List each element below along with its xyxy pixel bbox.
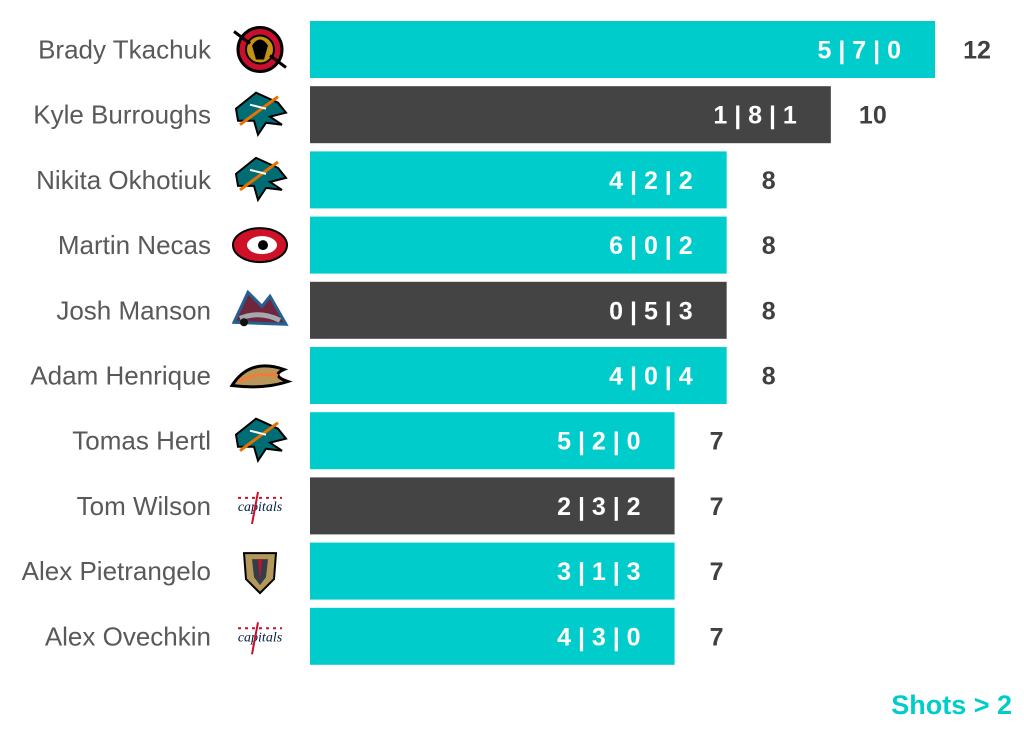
bar-breakdown-label: 5 | 2 | 0 — [557, 428, 640, 456]
bar-breakdown-label: 4 | 2 | 2 — [609, 167, 692, 195]
player-name-label: Kyle Burroughs — [33, 100, 211, 130]
player-name-label: Tomas Hertl — [72, 426, 211, 456]
bar-breakdown-label: 6 | 0 | 2 — [609, 232, 692, 260]
bar-total-label: 7 — [710, 428, 724, 456]
bar — [310, 151, 727, 209]
bar-total-label: 8 — [762, 167, 776, 195]
bar-row: Alex Pietrangelo 3 | 1 | 3 7 — [22, 542, 724, 600]
svg-text:capitals: capitals — [238, 500, 283, 515]
bar — [310, 86, 831, 144]
bar-total-label: 8 — [762, 363, 776, 391]
washington-capitals-logo-icon: capitals — [238, 491, 283, 525]
colorado-avalanche-logo-icon — [231, 289, 289, 327]
carolina-hurricanes-logo-icon — [232, 227, 288, 264]
bar-breakdown-label: 5 | 7 | 0 — [818, 37, 901, 65]
bar-breakdown-label: 4 | 0 | 4 — [609, 363, 693, 391]
player-name-label: Alex Ovechkin — [45, 621, 211, 651]
bar-total-label: 12 — [963, 37, 991, 65]
bar-row: Martin Necas 6 | 0 | 2 8 — [58, 216, 776, 274]
bar-total-label: 7 — [710, 558, 724, 586]
bar-row: Kyle Burroughs 1 | 8 | 1 10 — [33, 86, 887, 144]
bar-row: Tom Wilson capitals 2 | 3 | 2 7 — [77, 477, 724, 535]
bar — [310, 477, 675, 535]
san-jose-sharks-logo-icon — [234, 91, 288, 138]
bar-total-label: 8 — [762, 232, 776, 260]
bar-row: Tomas Hertl 5 | 2 | 0 7 — [72, 412, 724, 470]
san-jose-sharks-logo-icon — [234, 156, 288, 203]
bar-total-label: 7 — [710, 623, 724, 651]
player-name-label: Josh Manson — [56, 295, 211, 325]
bar — [310, 607, 675, 665]
player-name-label: Martin Necas — [58, 230, 211, 260]
bar-total-label: 7 — [710, 493, 724, 521]
bar-row: Alex Ovechkin capitals 4 | 3 | 0 7 — [45, 607, 724, 665]
anaheim-ducks-logo-icon — [229, 364, 293, 389]
bar-breakdown-label: 1 | 8 | 1 — [713, 102, 797, 130]
bars-layer: Brady Tkachuk 5 | 7 | 0 12 Kyle Burroughs 1 … — [22, 21, 991, 665]
bar-row: Nikita Okhotiuk 4 | 2 | 2 8 — [36, 151, 776, 209]
player-name-label: Nikita Okhotiuk — [36, 165, 212, 195]
player-name-label: Brady Tkachuk — [38, 35, 212, 65]
san-jose-sharks-logo-icon — [234, 417, 288, 464]
player-name-label: Adam Henrique — [30, 361, 211, 391]
svg-text:capitals: capitals — [238, 630, 283, 645]
bar — [310, 347, 727, 404]
bar-breakdown-label: 2 | 3 | 2 — [557, 493, 640, 521]
bar — [310, 542, 675, 600]
bar-row: Adam Henrique 4 | 0 | 4 8 — [30, 347, 776, 404]
bar — [310, 412, 675, 470]
bar-breakdown-label: 3 | 1 | 3 — [557, 558, 640, 586]
bar — [310, 281, 727, 339]
bar-breakdown-label: 0 | 5 | 3 — [609, 297, 692, 325]
bar-row: Josh Manson 0 | 5 | 3 8 — [56, 281, 776, 339]
bar-row: Brady Tkachuk 5 | 7 | 0 12 — [38, 21, 991, 78]
bar-total-label: 10 — [859, 102, 887, 130]
bar-breakdown-label: 4 | 3 | 0 — [557, 623, 640, 651]
footnote-shots-threshold: Shots > 2 — [891, 690, 1012, 720]
player-name-label: Tom Wilson — [77, 491, 211, 521]
bar-total-label: 8 — [762, 297, 776, 325]
vegas-golden-knights-logo-icon — [242, 552, 278, 595]
washington-capitals-logo-icon: capitals — [238, 622, 283, 655]
bar — [310, 216, 727, 274]
ottawa-senators-logo-icon — [233, 26, 287, 73]
bar — [310, 21, 935, 78]
player-name-label: Alex Pietrangelo — [22, 556, 211, 586]
